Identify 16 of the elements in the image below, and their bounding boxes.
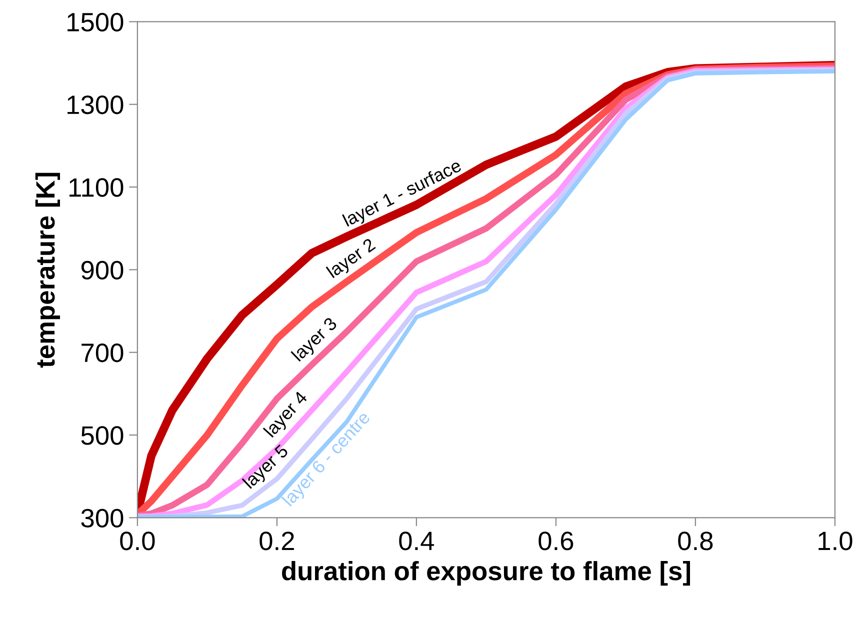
y-tick-label: 900: [81, 260, 124, 280]
x-tick-label: 0.2: [260, 532, 294, 550]
y-axis-title: temperature [K]: [35, 172, 60, 368]
y-tick-label: 1500: [68, 12, 124, 32]
y-tick-label: 300: [81, 508, 124, 528]
y-tick-label: 700: [82, 344, 124, 362]
y-tick-label: 500: [81, 426, 124, 445]
text: layer 2: [326, 237, 378, 282]
x-tick-label: 0.0: [120, 532, 155, 550]
y-tick-label: 1100: [70, 178, 124, 197]
x-axis-title: duration of exposure to flame [s]: [282, 561, 690, 586]
x-tick-label: 0.8: [678, 532, 713, 550]
x-tick-label: 0.4: [399, 532, 434, 550]
x-tick-label: 1.0: [818, 532, 852, 550]
y-tick-label: 1300: [68, 96, 124, 114]
x-tick-label: 0.6: [538, 532, 574, 550]
